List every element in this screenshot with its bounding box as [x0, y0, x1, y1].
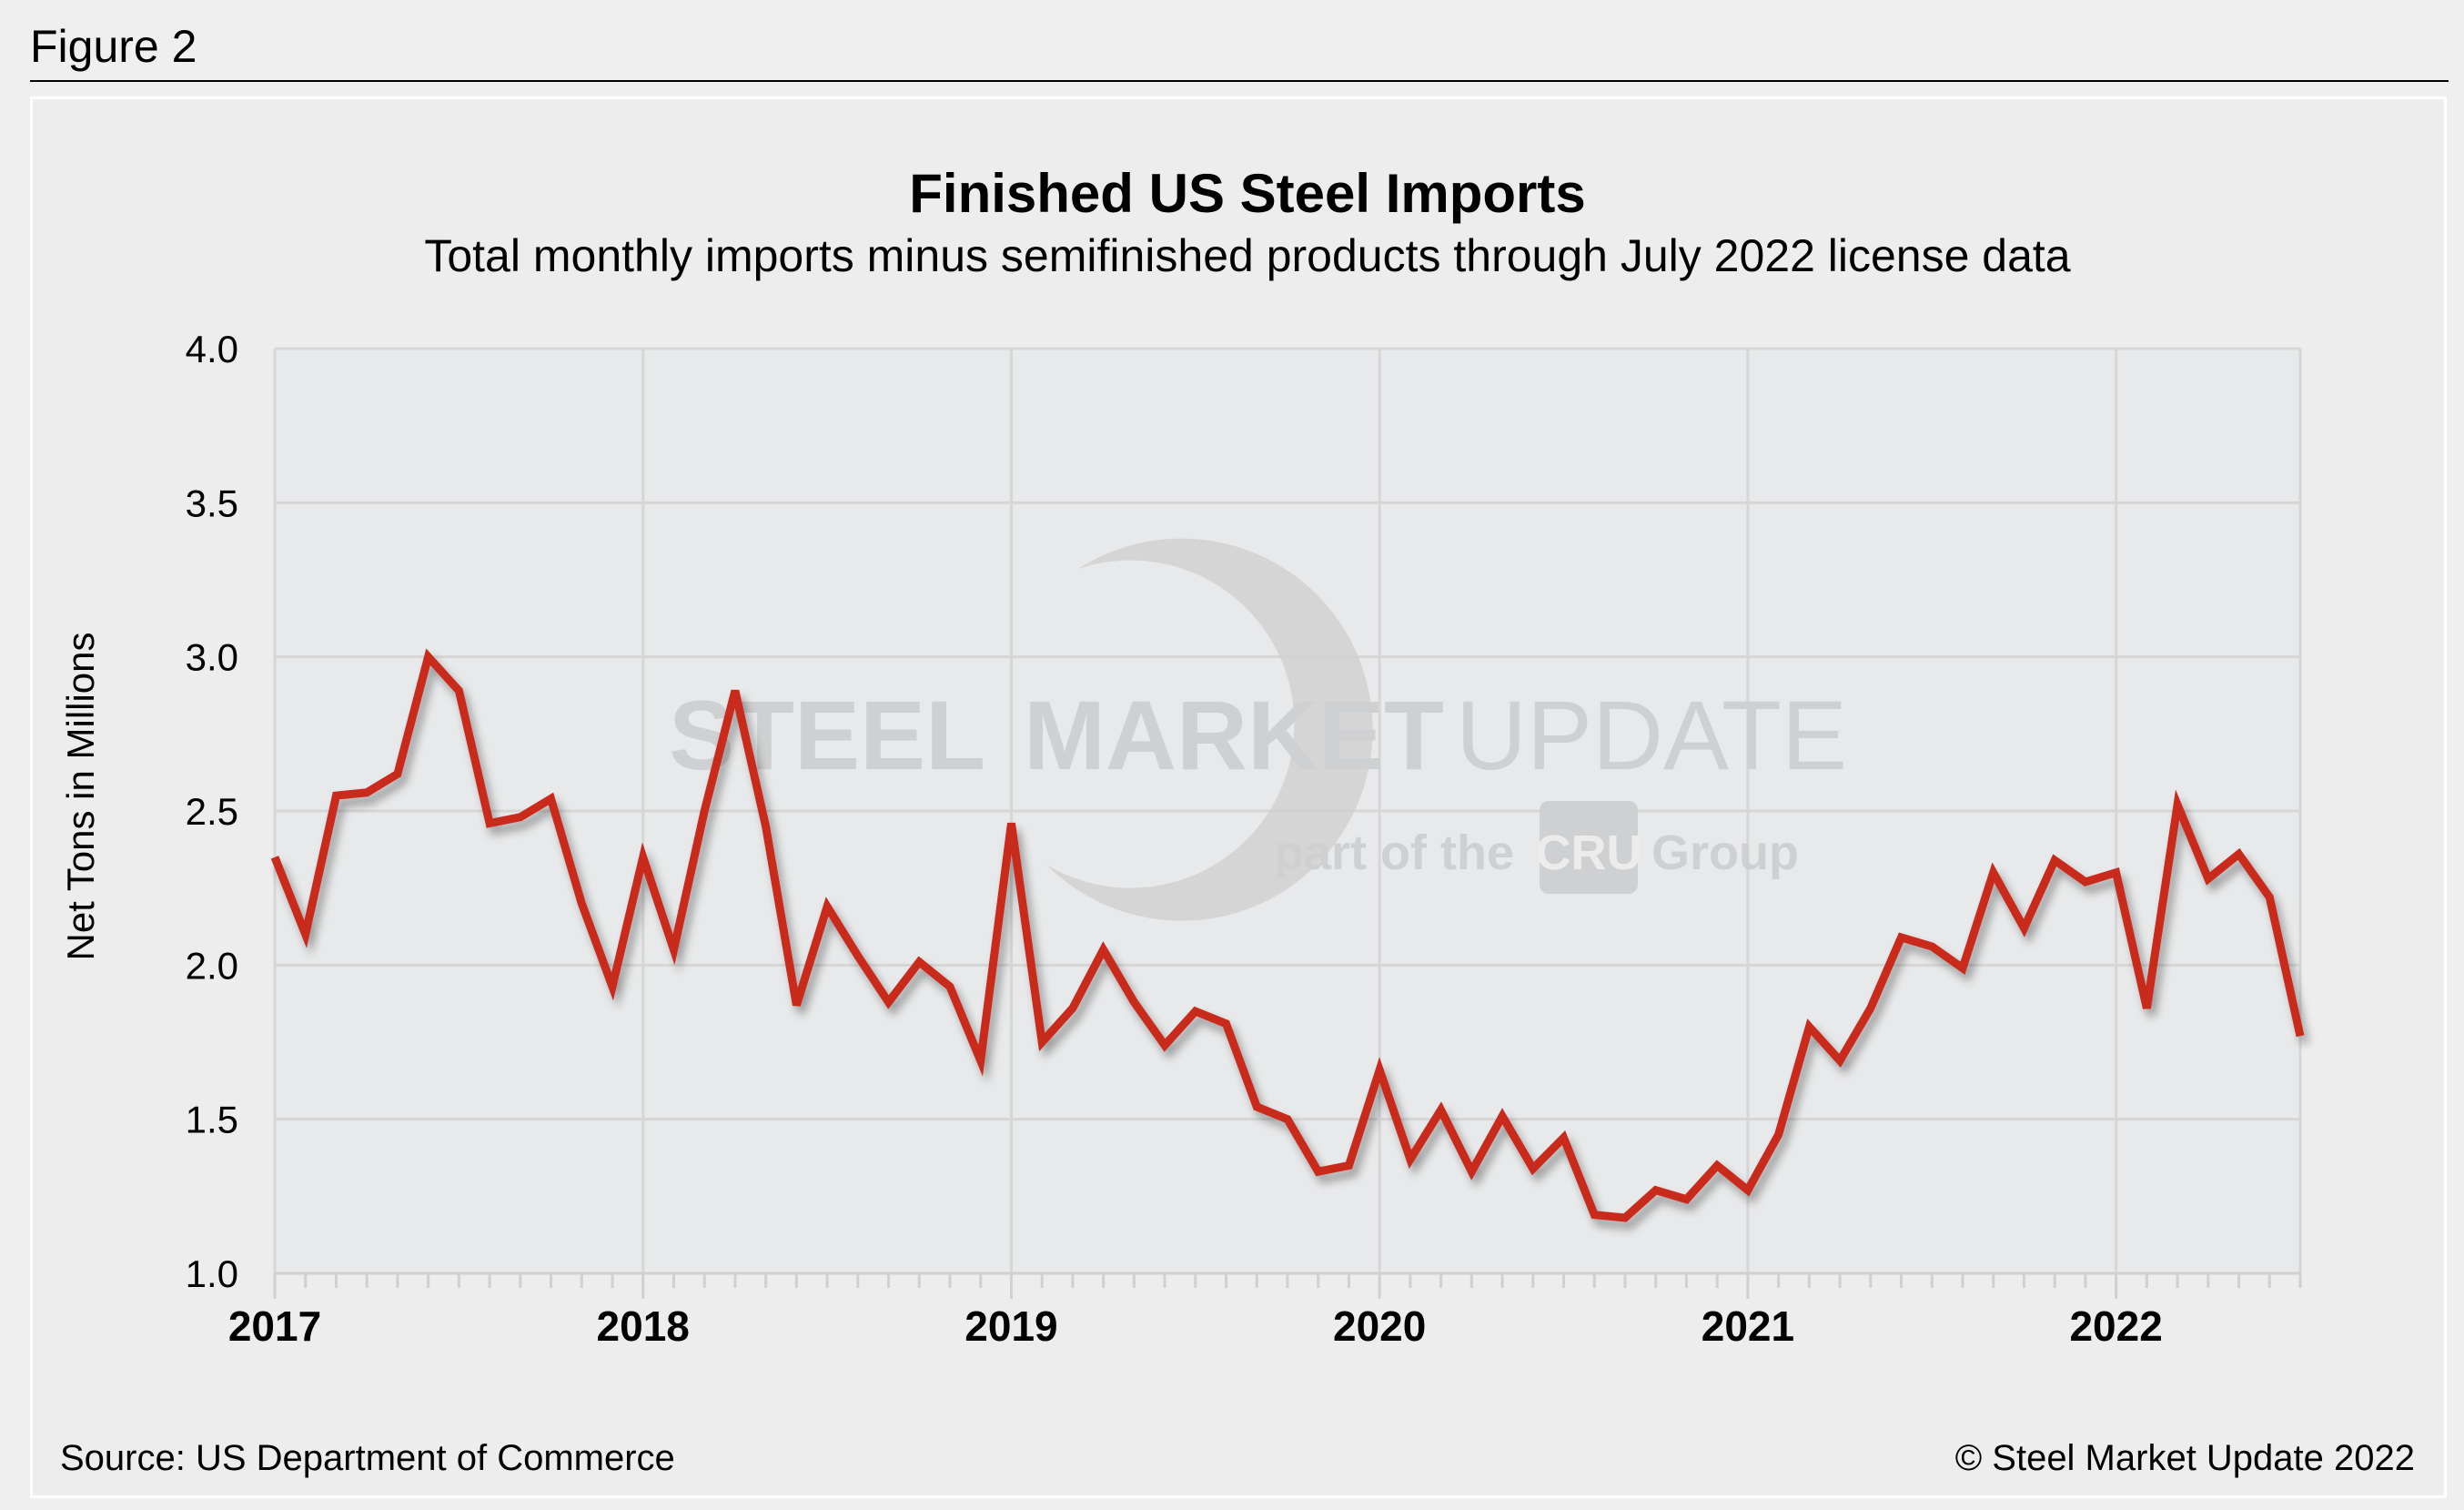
y-axis-title: Net Tons in Millions: [59, 632, 102, 960]
y-tick-label: 1.5: [186, 1099, 238, 1141]
y-tick-label: 2.0: [186, 944, 238, 987]
x-tick-label: 2020: [1333, 1302, 1426, 1350]
watermark-part-of: part of the: [1274, 826, 1514, 880]
watermark-market: MARKET: [1024, 680, 1444, 790]
watermark-cru-box: [1540, 801, 1638, 894]
y-tick-label: 3.0: [186, 636, 238, 679]
y-tick-label: 1.0: [186, 1252, 238, 1295]
x-tick-label: 2022: [2069, 1302, 2162, 1350]
chart-subtitle: Total monthly imports minus semifinished…: [424, 230, 2070, 281]
source-note: Source: US Department of Commerce: [60, 1438, 675, 1478]
x-tick-label: 2017: [228, 1302, 321, 1350]
series-line: [270, 648, 2305, 1222]
watermark-swoosh: [1046, 538, 1373, 921]
y-tick-label: 4.0: [186, 328, 238, 370]
divider: [30, 80, 2449, 82]
copyright-note: © Steel Market Update 2022: [1955, 1438, 2415, 1478]
x-tick-label: 2021: [1702, 1302, 1794, 1350]
watermark-update: UPDATE: [1456, 680, 1847, 790]
chart-title: Finished US Steel Imports: [909, 163, 1585, 224]
watermark-logo: STEEL MARKET UPDATE part of the CRU Grou…: [669, 538, 1847, 921]
x-tick-label: 2019: [964, 1302, 1057, 1350]
watermark-cru: CRU: [1536, 826, 1642, 880]
y-tick-label: 3.5: [186, 481, 238, 524]
y-tick-label: 2.5: [186, 790, 238, 833]
x-tick-label: 2018: [597, 1302, 690, 1350]
figure-label: Figure 2: [30, 21, 197, 72]
watermark-group: Group: [1651, 826, 1799, 880]
